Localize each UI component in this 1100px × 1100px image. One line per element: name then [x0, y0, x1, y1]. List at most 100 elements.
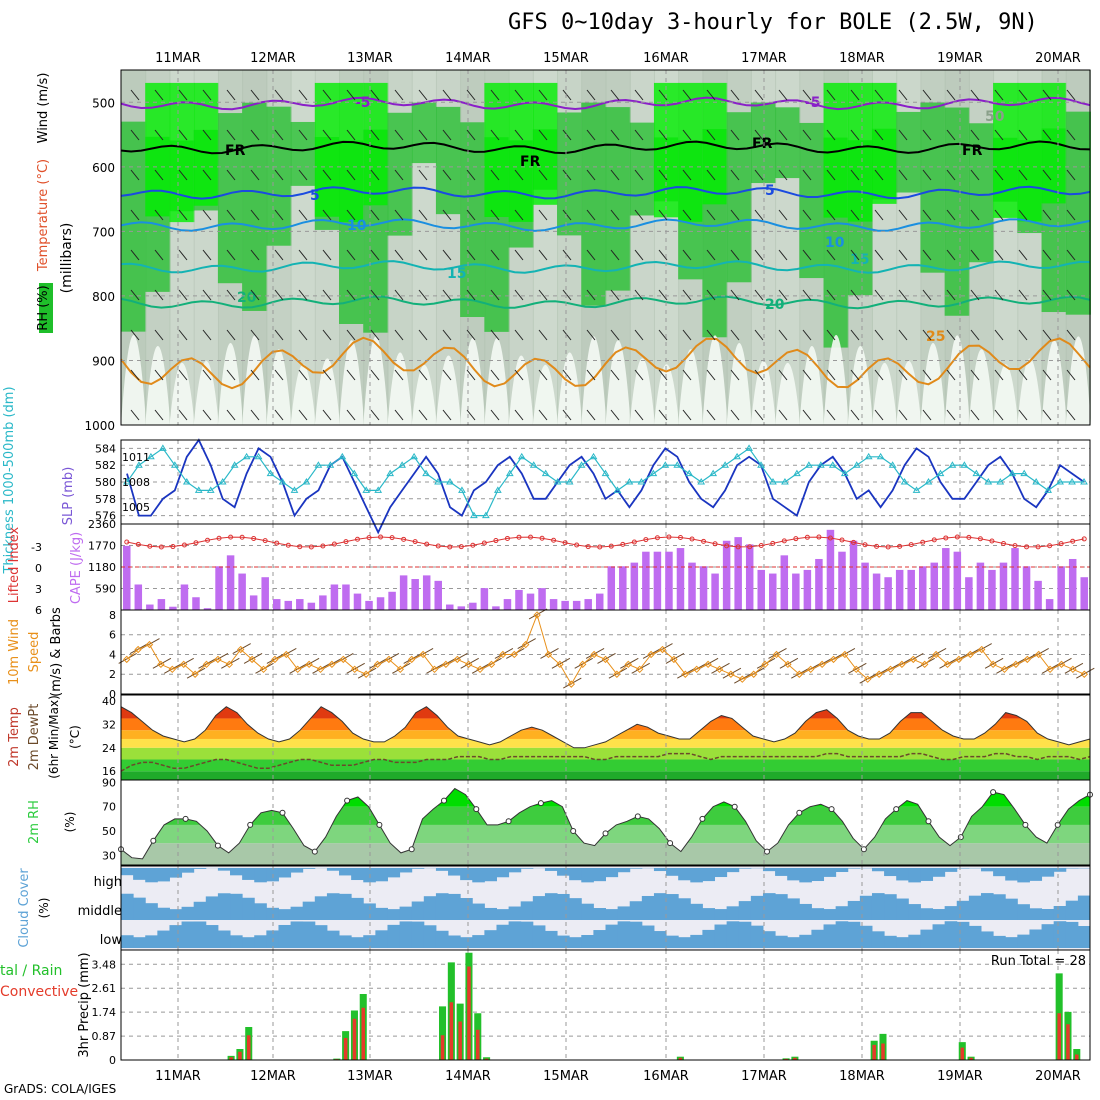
cape-bar — [665, 551, 673, 610]
cloud-cell — [1029, 908, 1043, 920]
wind-barb — [658, 129, 668, 141]
rh-green-band — [460, 122, 486, 318]
wind-barb — [370, 289, 380, 301]
wind-barb — [970, 409, 980, 421]
cloud-cell — [835, 868, 849, 873]
wind-barb — [706, 409, 716, 421]
cloud-cell — [811, 929, 825, 948]
wind-barb — [802, 369, 812, 381]
precip-frame — [120, 949, 1091, 1061]
wind-barb — [778, 329, 788, 341]
wind-tick-label: 2 — [109, 668, 116, 681]
li-tick-label: -3 — [31, 541, 42, 554]
wind-barb — [394, 329, 404, 341]
rh-color-band — [121, 806, 1090, 825]
wind-barb — [850, 369, 860, 381]
wind-barb — [322, 409, 332, 421]
wind-barb — [322, 249, 332, 261]
lifted-index-marker — [793, 536, 799, 542]
wind-barb — [778, 289, 788, 301]
rh2m-marker — [1022, 821, 1029, 828]
isotherm-label: FR — [962, 143, 983, 159]
wind-barb — [178, 89, 188, 101]
wind-speed-marker — [1057, 660, 1066, 669]
cloud-cell — [932, 868, 946, 877]
cloud-cell — [472, 935, 485, 948]
wind-barb — [874, 249, 884, 261]
wind-barb — [298, 89, 308, 101]
wind-barb — [322, 169, 332, 181]
cloud-cell — [496, 868, 510, 878]
wind-barb — [226, 289, 236, 301]
cloud-layer-label: middle — [78, 904, 122, 919]
cloud-cell — [387, 868, 401, 878]
wind-barb — [922, 89, 932, 101]
cloud-cell — [993, 868, 1006, 877]
li-tick-label: 0 — [35, 562, 42, 575]
cape-bar — [284, 600, 293, 610]
cloud-cell — [290, 921, 304, 948]
wind-barb — [634, 249, 644, 261]
temp-color-band — [121, 738, 1090, 748]
thickness-marker — [1044, 486, 1053, 493]
isotherm-label: FR — [225, 143, 246, 159]
lifted-index-marker — [343, 539, 349, 545]
lifted-index-marker — [654, 535, 660, 541]
precip-convective-bar — [784, 1058, 788, 1060]
cape-bar — [595, 593, 604, 610]
rh-green-band — [266, 106, 292, 246]
cloud-cell — [242, 897, 255, 920]
wind-barb — [730, 409, 740, 421]
wind-barb-10m — [620, 657, 639, 669]
isotherm-label: 50 — [985, 109, 1005, 125]
thickness-tick-label: 578 — [95, 493, 116, 506]
thickness-marker — [302, 478, 311, 485]
thickness-tick-label: 576 — [95, 510, 116, 523]
cape-bar — [688, 562, 696, 610]
cape-bar — [342, 584, 350, 610]
rh-green-band — [799, 122, 825, 279]
wind-barb — [514, 289, 524, 301]
thickness-marker — [434, 478, 442, 485]
wind-barb — [634, 409, 644, 421]
wind-barb — [130, 209, 140, 221]
wind-barb-10m — [1076, 667, 1095, 679]
thickness-marker — [613, 486, 622, 493]
temperature-line — [120, 706, 1091, 749]
cloud-cell — [302, 921, 316, 948]
wind-speed-marker — [920, 660, 929, 669]
cloud-cell — [435, 868, 449, 871]
cape-bar — [238, 573, 246, 610]
precip-convective-bar — [793, 1057, 797, 1060]
lifted-index-marker — [424, 541, 430, 547]
lifted-index-marker — [205, 537, 211, 543]
wind-speed-marker — [191, 670, 199, 678]
date-label-top: 15MAR — [543, 51, 589, 66]
rh2m-marker — [860, 846, 867, 853]
cape-tick-label: 590 — [95, 583, 116, 596]
wind-barb — [1018, 369, 1028, 381]
wind-barb — [802, 89, 812, 101]
wind-barb — [778, 89, 788, 101]
wind-barb — [802, 169, 812, 181]
cloud-cell — [738, 901, 752, 920]
lifted-index-marker — [758, 542, 764, 548]
cape-bar — [619, 566, 627, 610]
wind-speed-marker — [624, 660, 633, 669]
cloud-cell — [157, 907, 170, 920]
cloud-cell — [714, 909, 728, 920]
thickness-marker — [936, 469, 945, 477]
wind-barb — [394, 289, 404, 301]
wind-barb — [1018, 169, 1028, 181]
cloud-cell — [411, 868, 425, 869]
wind-barb — [442, 409, 452, 421]
cloud-cell — [351, 897, 364, 920]
cloud-cell — [314, 925, 328, 948]
cloud-cell — [666, 894, 679, 920]
thickness-marker — [637, 478, 646, 485]
cape-bar — [711, 573, 719, 610]
cloud-cell — [423, 925, 437, 948]
wind-barb — [898, 89, 908, 101]
precip-convective-bar — [343, 1038, 348, 1060]
wind-barb — [250, 169, 260, 181]
